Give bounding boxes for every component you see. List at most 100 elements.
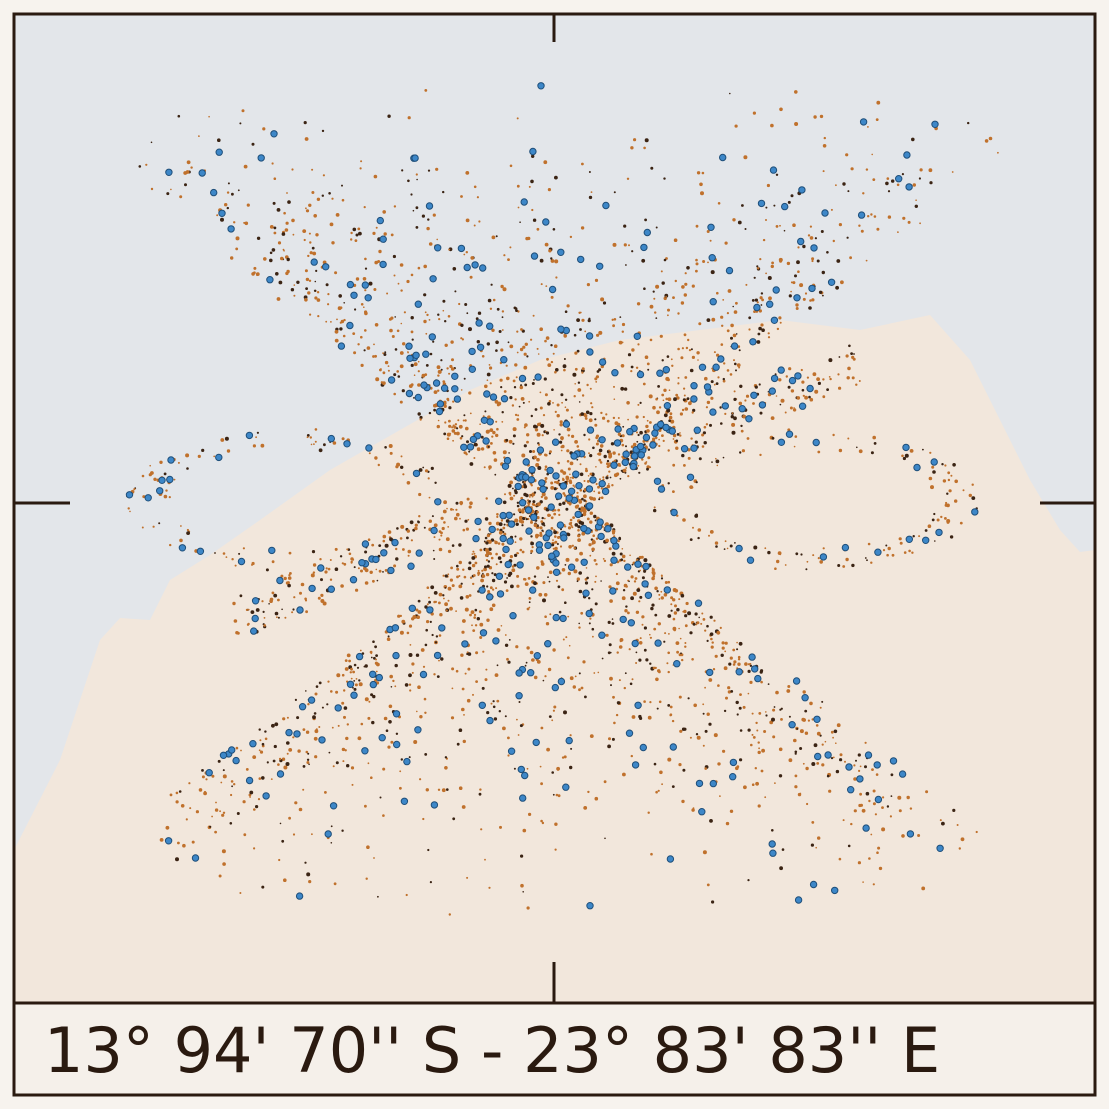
dot: [613, 318, 617, 321]
dot: [216, 214, 219, 217]
dot: [629, 450, 634, 455]
dot: [874, 795, 883, 804]
dot: [474, 561, 478, 565]
dot: [442, 509, 447, 514]
dot: [544, 242, 549, 247]
dot: [166, 475, 174, 484]
dot: [291, 611, 294, 614]
dot: [729, 758, 738, 767]
dot: [687, 338, 690, 342]
dot: [358, 682, 363, 687]
dot: [576, 458, 579, 461]
dot: [344, 667, 349, 671]
dot: [901, 173, 905, 176]
dot: [695, 779, 704, 788]
dot: [432, 213, 436, 217]
dot: [386, 292, 389, 295]
dot: [800, 368, 803, 372]
dot: [653, 508, 657, 513]
dot: [517, 734, 520, 736]
dot: [163, 494, 168, 499]
dot: [741, 449, 746, 453]
dot: [787, 685, 791, 688]
dot: [768, 296, 772, 301]
dot: [704, 376, 708, 381]
dot: [399, 537, 403, 540]
dot: [363, 306, 365, 309]
dot: [548, 715, 552, 718]
dot: [874, 813, 878, 816]
dot: [533, 455, 537, 460]
dot: [713, 383, 716, 386]
dot: [561, 568, 566, 572]
dot: [557, 508, 561, 512]
dot: [569, 473, 571, 476]
dot: [808, 284, 816, 293]
dot: [241, 109, 245, 113]
dot: [464, 519, 468, 523]
dot: [469, 501, 473, 506]
dot: [464, 303, 468, 306]
dot: [838, 386, 842, 390]
dot: [169, 793, 173, 797]
dot: [315, 269, 318, 272]
dot: [556, 766, 560, 771]
dot: [237, 557, 246, 566]
dot: [542, 414, 546, 417]
dot: [318, 681, 322, 685]
dot: [522, 345, 526, 349]
dot: [415, 173, 418, 176]
dot: [382, 534, 387, 539]
dot: [448, 913, 451, 916]
dot: [330, 825, 333, 828]
dot: [817, 557, 820, 560]
dot: [887, 215, 892, 219]
dot: [249, 790, 254, 795]
dot: [421, 373, 426, 378]
dot: [358, 679, 361, 682]
dot: [738, 349, 741, 352]
dot: [742, 414, 747, 419]
dot: [523, 365, 528, 370]
dot: [495, 572, 504, 580]
dot: [256, 236, 261, 240]
dot: [569, 461, 574, 466]
dot: [226, 449, 231, 453]
dot: [814, 752, 822, 761]
dot: [784, 411, 787, 414]
dot: [584, 414, 588, 418]
dot: [469, 275, 473, 279]
dot: [272, 759, 276, 763]
dot: [746, 437, 750, 440]
dot: [572, 685, 576, 689]
dot: [278, 858, 281, 862]
dot: [933, 512, 936, 516]
dot: [373, 857, 375, 859]
dot: [528, 400, 531, 403]
dot: [832, 756, 835, 759]
dot: [787, 385, 791, 389]
dot: [248, 793, 252, 797]
dot: [263, 257, 267, 261]
dot: [629, 462, 637, 471]
dot: [392, 254, 396, 259]
dot: [384, 569, 388, 572]
dot: [810, 244, 818, 252]
dot: [839, 758, 843, 762]
dot: [350, 766, 355, 770]
dot: [440, 368, 443, 371]
dot: [544, 496, 548, 500]
dot: [799, 747, 803, 750]
dot: [549, 450, 552, 453]
dot: [767, 550, 771, 555]
dot: [418, 468, 423, 472]
dot: [302, 728, 306, 731]
dot: [609, 563, 613, 567]
dot: [709, 819, 713, 823]
dot: [587, 790, 590, 794]
dot: [734, 124, 738, 128]
dot: [488, 886, 491, 889]
dot: [268, 546, 276, 555]
dot: [175, 800, 179, 804]
dot: [516, 330, 519, 333]
